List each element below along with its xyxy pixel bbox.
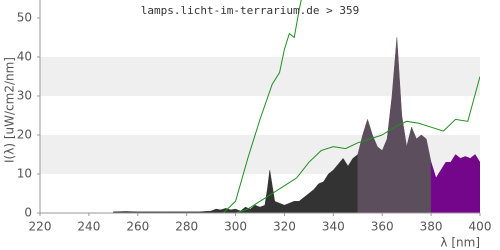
- chart-title: lamps.licht-im-terrarium.de > 359: [141, 4, 360, 17]
- x-tick-label: 340: [322, 220, 345, 234]
- x-tick-label: 300: [224, 220, 247, 234]
- x-tick-label: 380: [420, 220, 443, 234]
- x-tick-label: 260: [126, 220, 149, 234]
- line: [222, 0, 302, 213]
- y-tick-label: 30: [17, 88, 32, 102]
- x-tick-label: 400: [469, 220, 492, 234]
- x-axis-label: λ [nm]: [440, 236, 480, 250]
- x-tick-label: 320: [273, 220, 296, 234]
- y-axis-label: I(λ) [uW/cm2/nm]: [3, 57, 17, 163]
- line: [235, 76, 480, 213]
- y-tick-label: 0: [24, 206, 32, 220]
- spectrum-area: [430, 154, 480, 213]
- spectrum-area: [113, 153, 359, 213]
- y-tick-label: 20: [17, 127, 32, 141]
- x-tick-label: 240: [77, 220, 100, 234]
- y-tick-label: 10: [17, 166, 32, 180]
- grid-band: [40, 56, 480, 96]
- y-tick-label: 50: [17, 10, 32, 24]
- plot-area: [113, 0, 480, 213]
- x-tick-label: 360: [371, 220, 394, 234]
- y-tick-label: 40: [17, 49, 32, 63]
- x-tick-label: 220: [29, 220, 52, 234]
- x-tick-label: 280: [175, 220, 198, 234]
